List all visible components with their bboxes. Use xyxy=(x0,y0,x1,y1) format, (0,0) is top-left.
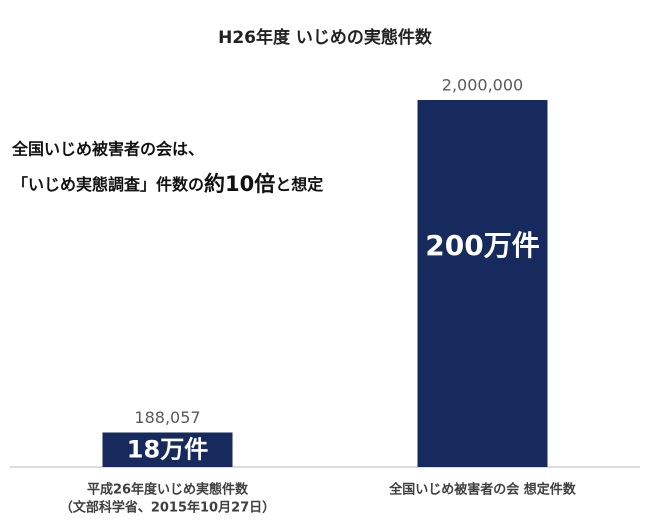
x-tick-sublabel: （文部科学省、2015年10月27日） xyxy=(60,500,275,516)
chart-title: H26年度 いじめの実態件数 xyxy=(218,27,433,48)
x-tick-label: 全国いじめ被害者の会 想定件数 xyxy=(388,482,577,498)
annotation: 「いじめ実態調査」件数の約10倍と想定 xyxy=(12,172,323,196)
x-tick-label: 平成26年度いじめ実態件数 xyxy=(87,482,249,498)
value-label: 188,057 xyxy=(134,408,200,427)
annotation-part: 「いじめ実態調査」件数の xyxy=(12,175,204,194)
bar-label: 200万件 xyxy=(425,229,539,262)
bar-label: 18万件 xyxy=(127,436,208,464)
value-label: 2,000,000 xyxy=(442,76,523,95)
bar xyxy=(102,432,233,467)
annotation-emphasis: 約10倍 xyxy=(204,172,275,196)
annotation: 全国いじめ被害者の会は、 xyxy=(11,140,204,159)
annotation-part: と想定 xyxy=(275,175,323,194)
bar xyxy=(417,100,548,467)
